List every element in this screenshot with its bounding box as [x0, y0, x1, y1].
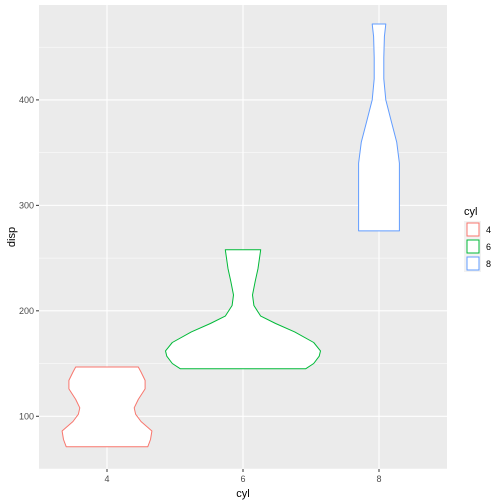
legend: cyl 4 6 8 — [464, 206, 491, 272]
legend-swatch-8 — [466, 256, 480, 271]
y-axis-title: disp — [6, 227, 18, 247]
violins — [61, 23, 400, 448]
legend-label-8: 8 — [486, 259, 491, 269]
y-axis: 100 200 300 400 — [19, 95, 39, 421]
x-axis-title: cyl — [236, 488, 249, 500]
legend-swatch-4 — [466, 222, 480, 237]
x-tick-label: 8 — [376, 474, 381, 484]
y-tick-label: 300 — [19, 200, 34, 210]
violin-8 — [358, 23, 400, 232]
y-tick-label: 400 — [19, 95, 34, 105]
legend-swatch-6 — [466, 239, 480, 254]
y-tick-label: 100 — [19, 411, 34, 421]
legend-items: 4 6 8 — [464, 221, 491, 272]
y-tick-label: 200 — [19, 306, 34, 316]
legend-label-6: 6 — [486, 242, 491, 252]
legend-title: cyl — [464, 206, 477, 218]
x-tick-label: 4 — [104, 474, 109, 484]
violin-6 — [165, 249, 321, 370]
violin-4 — [61, 366, 153, 448]
legend-label-4: 4 — [486, 225, 491, 235]
x-axis: 4 6 8 — [104, 469, 382, 484]
x-tick-label: 6 — [240, 474, 245, 484]
